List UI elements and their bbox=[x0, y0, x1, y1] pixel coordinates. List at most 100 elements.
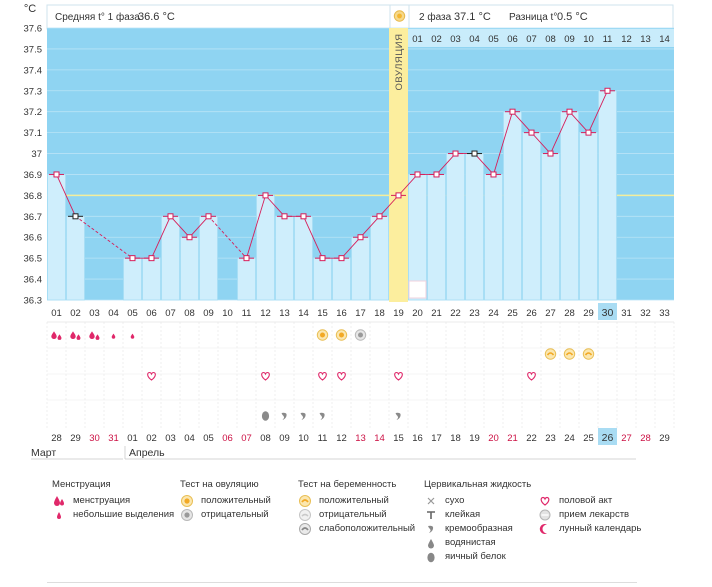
temperature-segment bbox=[341, 236, 361, 259]
temperature-point[interactable] bbox=[72, 213, 79, 220]
blood-drop-icon bbox=[52, 508, 66, 522]
temperature-line bbox=[56, 90, 608, 259]
cycle-day-label: 13 bbox=[279, 308, 290, 319]
water-drop-icon bbox=[424, 536, 438, 550]
blood-drop-icon bbox=[130, 333, 135, 339]
temperature-point[interactable] bbox=[357, 234, 364, 241]
y-tick-label: 36.9 bbox=[24, 170, 43, 181]
temperature-bar bbox=[294, 215, 313, 301]
test-mark-icon bbox=[584, 352, 593, 356]
cycle-day-label: 10 bbox=[222, 308, 233, 319]
y-tick-label: 36.6 bbox=[24, 233, 43, 244]
date-label: 15 bbox=[393, 433, 404, 444]
cycle-day-row: 01 02 03 04 05 06 07 08 09 10 11 12 13 14 15 16 17 18 19 20… bbox=[51, 303, 670, 320]
legend-pregnancy-negative-item: отрицательный bbox=[298, 508, 415, 522]
month-row: Март Апрель bbox=[31, 446, 636, 460]
date-label: 31 bbox=[108, 433, 119, 444]
legend-lunar-item: лунный календарь bbox=[538, 522, 641, 536]
luteal-day-label: 12 bbox=[621, 34, 632, 45]
temperature-point[interactable] bbox=[433, 171, 440, 178]
temperature-point[interactable] bbox=[566, 108, 573, 115]
heart-icon bbox=[261, 371, 270, 381]
legend-lunar-label: лунный календарь bbox=[559, 523, 642, 534]
temperature-point[interactable] bbox=[528, 129, 535, 136]
date-label: 18 bbox=[450, 433, 461, 444]
temperature-segment bbox=[189, 216, 209, 238]
temperature-segment bbox=[474, 153, 494, 175]
legend-fluid-watery-label: водянистая bbox=[445, 537, 496, 548]
cycle-day-label: 27 bbox=[545, 308, 556, 319]
phase1-label: Средняя t° 1 фаза bbox=[55, 11, 140, 23]
temperature-segment bbox=[56, 174, 76, 217]
temperature-point[interactable] bbox=[338, 255, 345, 262]
temperature-point[interactable] bbox=[186, 234, 193, 241]
temperature-point[interactable] bbox=[414, 171, 421, 178]
temperature-segment bbox=[398, 174, 418, 196]
legend-fluid-title: Цервикальная жидкость bbox=[424, 479, 532, 490]
pill-icon bbox=[538, 508, 552, 522]
temperature-bar bbox=[522, 132, 541, 301]
temperature-segment bbox=[170, 216, 190, 238]
temperature-point[interactable] bbox=[509, 108, 516, 115]
legend-fluid-sticky-label: клейкая bbox=[445, 509, 481, 520]
heart-icon bbox=[527, 371, 536, 381]
temperature-point[interactable] bbox=[148, 255, 155, 262]
date-label: 09 bbox=[279, 433, 290, 444]
luteal-day-label: 07 bbox=[526, 34, 537, 45]
heart-icon bbox=[318, 371, 327, 381]
temperature-point[interactable] bbox=[300, 213, 307, 220]
today-date-highlight bbox=[598, 428, 617, 445]
date-row: 28 29 30 31 01 02 03 04 05 06 07 08 09 10 11 12 13 14 15 16… bbox=[51, 428, 670, 445]
cycle-day-label: 03 bbox=[89, 308, 100, 319]
date-label: 24 bbox=[564, 433, 575, 444]
temperature-bar bbox=[237, 257, 256, 301]
y-tick-label: 36.7 bbox=[24, 212, 43, 223]
luteal-day-label: 04 bbox=[469, 34, 480, 45]
date-label: 05 bbox=[203, 433, 214, 444]
phase1-value: 36.6 °C bbox=[138, 11, 175, 23]
sun-core-icon bbox=[320, 332, 325, 338]
date-label: 08 bbox=[260, 433, 271, 444]
temperature-point[interactable] bbox=[53, 171, 60, 178]
blood-drop-double-icon bbox=[52, 494, 66, 508]
temperature-point[interactable] bbox=[243, 255, 250, 262]
temperature-bar bbox=[598, 90, 617, 301]
temperature-point[interactable] bbox=[205, 213, 212, 220]
temperature-point[interactable] bbox=[585, 129, 592, 136]
legend-fluid-creamy-item: кремообразная bbox=[424, 522, 531, 536]
temperature-point[interactable] bbox=[471, 150, 478, 157]
date-label: 02 bbox=[146, 433, 157, 444]
temperature-point[interactable] bbox=[395, 192, 402, 199]
ovulation-column: ОВУЛЯЦИЯ bbox=[389, 28, 408, 302]
legend-menstruation-title: Менструация bbox=[52, 479, 111, 490]
temperature-point[interactable] bbox=[376, 213, 383, 220]
legend-pregnancy-positive-item: положительный bbox=[298, 494, 415, 508]
legend-ovulation-negative-item: отрицательный bbox=[180, 508, 271, 522]
cycle-day-label: 32 bbox=[640, 308, 651, 319]
temperature-point[interactable] bbox=[262, 192, 269, 199]
temperature-point[interactable] bbox=[452, 150, 459, 157]
cycle-day-label: 15 bbox=[317, 308, 328, 319]
temperature-point[interactable] bbox=[604, 87, 611, 94]
luteal-day-labels: 01 02 03 04 05 06 07 08 09 10 11 12 13 14 bbox=[408, 29, 674, 47]
temperature-point[interactable] bbox=[129, 255, 136, 262]
creamy-drop-icon bbox=[300, 412, 306, 420]
temperature-point[interactable] bbox=[490, 171, 497, 178]
circle-core-icon bbox=[358, 332, 363, 338]
test-weak-positive-icon bbox=[582, 348, 595, 360]
temperature-point[interactable] bbox=[547, 150, 554, 157]
cycle-day-label: 19 bbox=[393, 308, 404, 319]
cycle-day-label: 18 bbox=[374, 308, 385, 319]
heart-icon bbox=[337, 371, 346, 381]
temperature-point[interactable] bbox=[167, 213, 174, 220]
temperature-points bbox=[49, 87, 615, 262]
temperature-point[interactable] bbox=[281, 213, 288, 220]
temperature-bar bbox=[142, 257, 161, 301]
y-tick-label: 36.8 bbox=[24, 191, 43, 202]
temperature-point[interactable] bbox=[319, 255, 326, 262]
cycle-day-label: 17 bbox=[355, 308, 366, 319]
marker-rows bbox=[51, 329, 595, 421]
legend-menstruation: Менструация менструация небольшие выделе… bbox=[52, 478, 174, 522]
legend-menstruation-label: менструация bbox=[73, 495, 131, 506]
luteal-day-label: 09 bbox=[564, 34, 575, 45]
